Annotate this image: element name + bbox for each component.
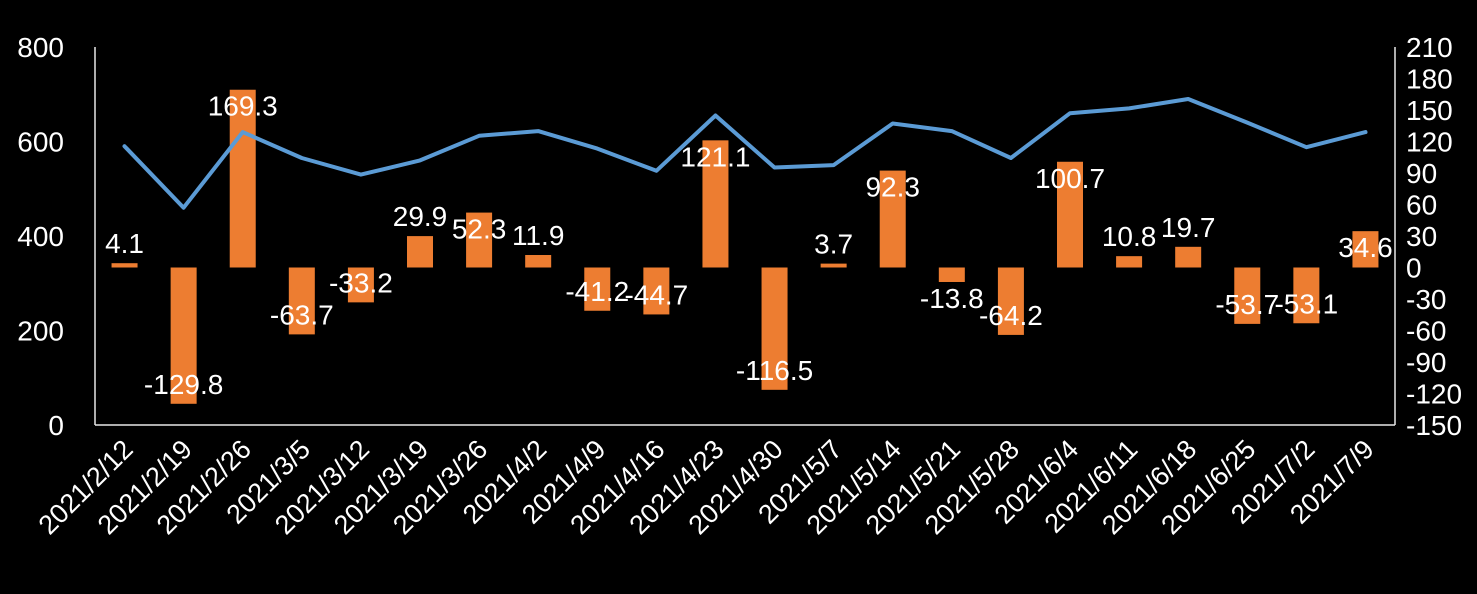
left-axis-tick-label: 600 — [17, 127, 64, 158]
bar — [1175, 246, 1202, 268]
right-axis-tick-label: 60 — [1406, 190, 1437, 221]
right-axis-tick-label: 150 — [1406, 95, 1453, 126]
bar-data-label: 92.3 — [865, 172, 920, 203]
bar-data-label: -13.8 — [920, 283, 984, 314]
bar — [229, 89, 256, 268]
left-axis-tick-label: 800 — [17, 32, 64, 63]
left-axis-tick-label: 0 — [48, 410, 64, 441]
right-axis-tick-label: -120 — [1406, 379, 1462, 410]
bar-data-label: 19.7 — [1161, 212, 1216, 243]
bar-data-label: -41.2 — [565, 276, 629, 307]
bar-data-label: 11.9 — [512, 220, 564, 251]
right-axis-tick-label: 180 — [1406, 64, 1453, 95]
right-axis-tick-label: -90 — [1406, 347, 1446, 378]
right-axis-tick-label: 90 — [1406, 158, 1437, 189]
bar-data-label: -53.7 — [1215, 289, 1279, 320]
bar — [1352, 231, 1379, 268]
bar — [761, 267, 788, 390]
bar — [643, 267, 670, 315]
right-axis-tick-label: -60 — [1406, 316, 1446, 347]
bar — [170, 267, 197, 404]
bar-data-label: 3.7 — [814, 229, 853, 260]
right-axis-tick-label: 210 — [1406, 32, 1453, 63]
bar-data-label: -44.7 — [624, 279, 688, 310]
right-axis-tick-label: -30 — [1406, 284, 1446, 315]
bar-data-label: 100.7 — [1035, 163, 1105, 194]
right-axis-tick-label: -150 — [1406, 410, 1462, 441]
right-axis-tick-label: 120 — [1406, 127, 1453, 158]
bar — [111, 263, 138, 268]
bar — [1057, 161, 1083, 268]
bar-data-label: -64.2 — [979, 300, 1043, 331]
bar — [938, 267, 965, 282]
bar — [466, 212, 493, 268]
bar — [584, 267, 611, 311]
bar-data-label: -53.1 — [1274, 288, 1338, 319]
bar — [1116, 256, 1143, 268]
bar-data-label: 34.6 — [1338, 232, 1393, 263]
bar-data-label: 10.8 — [1102, 221, 1157, 252]
bar — [820, 263, 847, 268]
right-axis-tick-label: 0 — [1406, 253, 1422, 284]
bar-data-label: 52.3 — [452, 214, 507, 245]
bar — [879, 170, 906, 268]
bar-data-label: -116.5 — [736, 355, 813, 386]
left-axis-tick-label: 400 — [17, 221, 64, 252]
bar — [347, 267, 374, 303]
bar-data-label: 4.1 — [105, 228, 144, 259]
bar — [407, 236, 433, 268]
bar-data-label: -33.2 — [329, 267, 393, 298]
bar-data-label: -129.8 — [144, 369, 223, 400]
left-axis-tick-label: 200 — [17, 316, 64, 347]
bar-data-label: -63.7 — [270, 299, 334, 330]
bar — [702, 140, 729, 268]
bar-data-label: 121.1 — [680, 141, 750, 172]
right-axis-tick-label: 30 — [1406, 221, 1437, 252]
bar — [1293, 267, 1320, 324]
bar — [288, 267, 315, 335]
bar — [525, 255, 552, 268]
bar — [1234, 267, 1261, 324]
bar — [997, 267, 1024, 335]
line-series — [122, 97, 1368, 210]
bar-data-label: 169.3 — [208, 91, 278, 122]
bar-data-label: 29.9 — [393, 201, 448, 232]
